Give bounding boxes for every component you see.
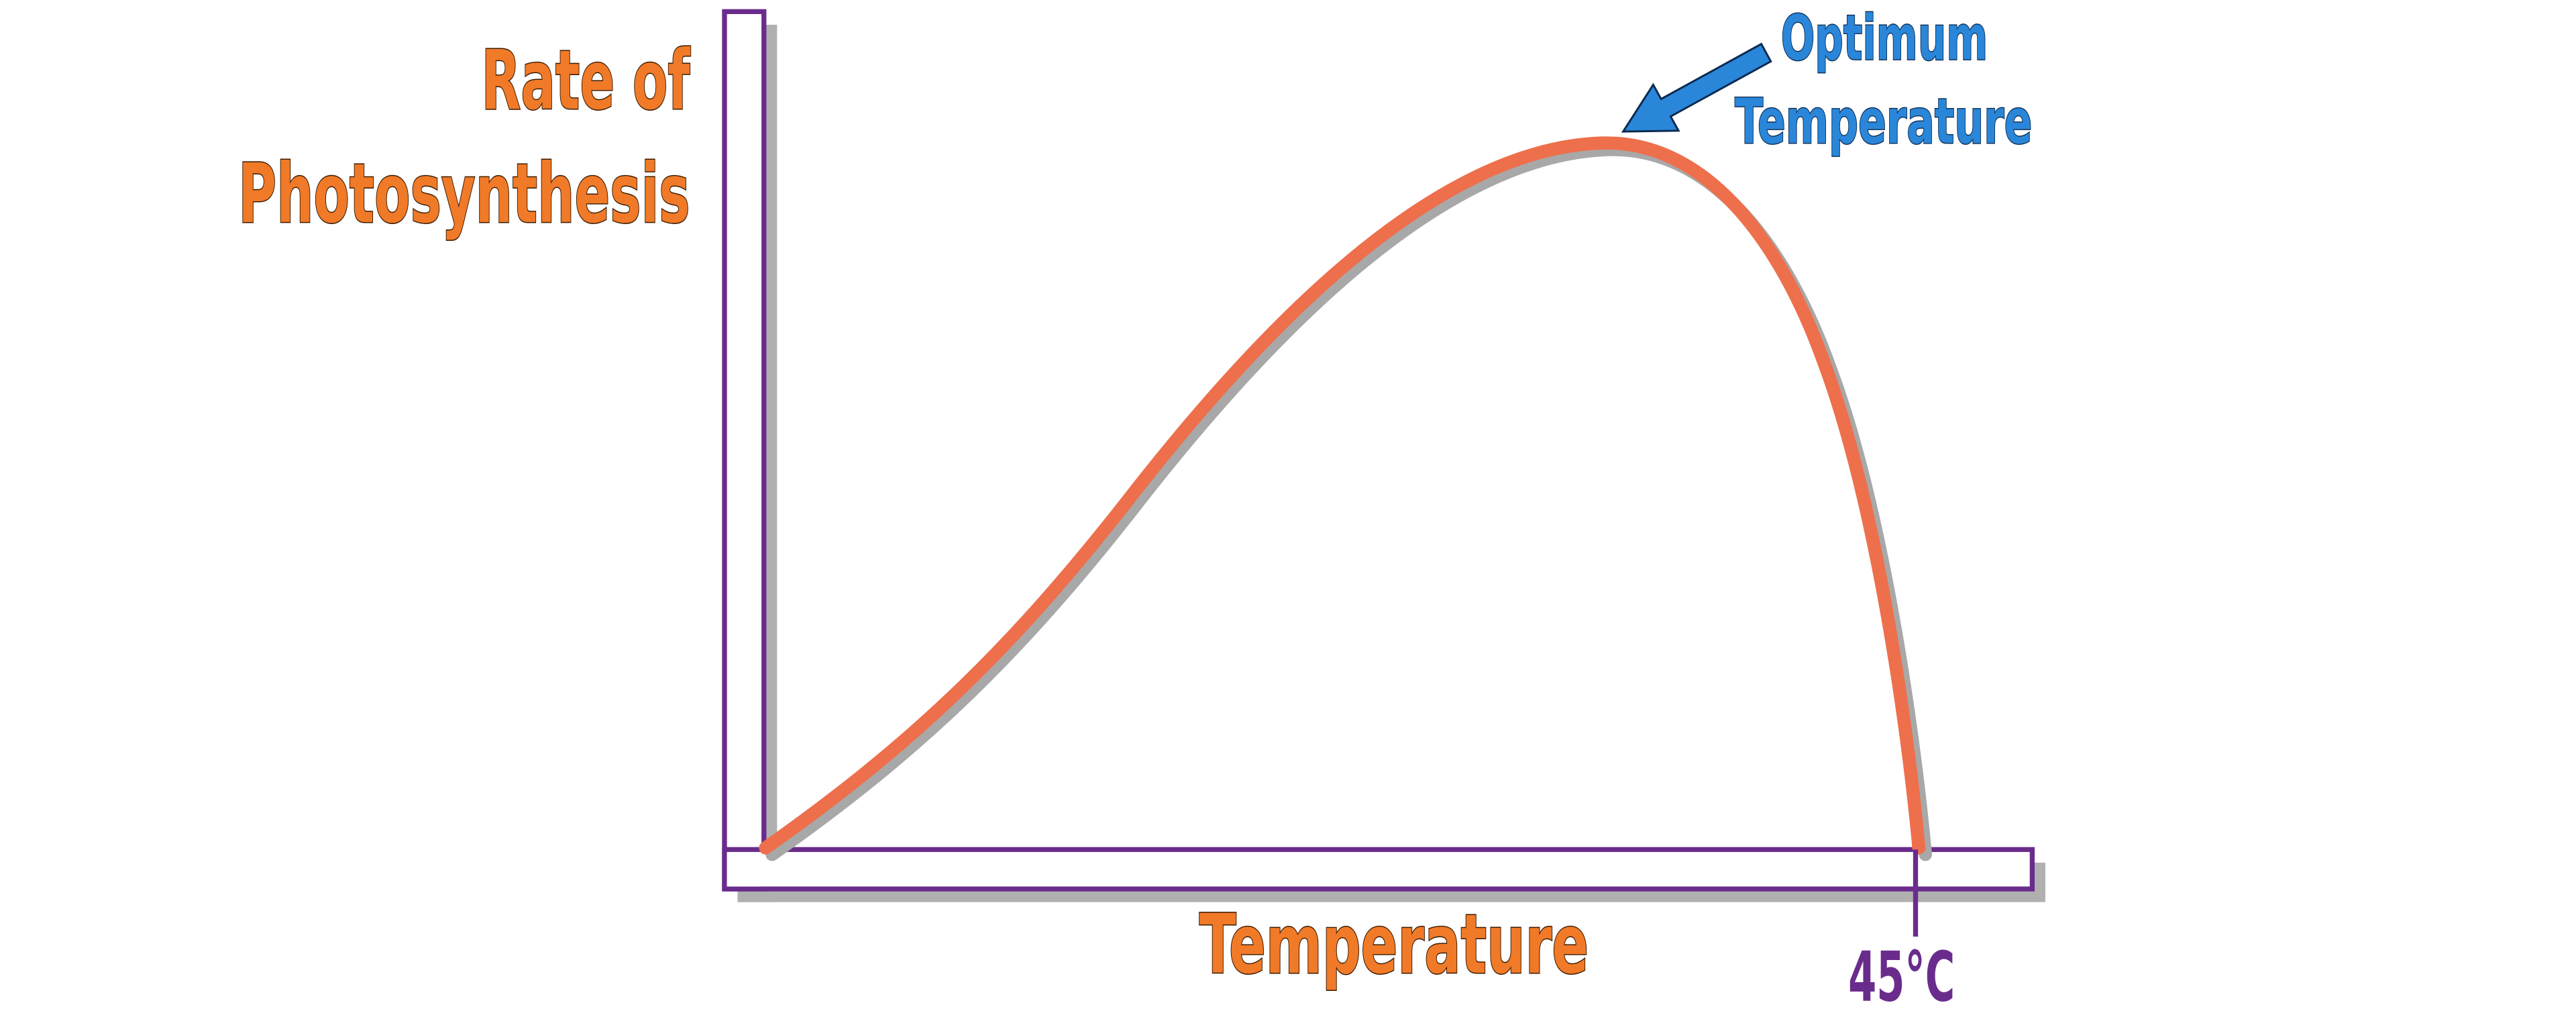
y-axis [722, 9, 767, 892]
annotation: Optimum [1781, 1, 1988, 74]
x-tick-label: 45°C [1848, 938, 1955, 1009]
arrow [1621, 42, 1772, 133]
y-axis-label: Rate of [482, 32, 691, 128]
axis-corner [727, 851, 762, 887]
y-axis-label: Photosynthesis [238, 146, 690, 242]
curve [759, 136, 1926, 855]
x-axis-label: Temperature [1199, 896, 1589, 992]
annotation: Temperature [1735, 85, 2032, 158]
x-axis [722, 847, 2035, 892]
